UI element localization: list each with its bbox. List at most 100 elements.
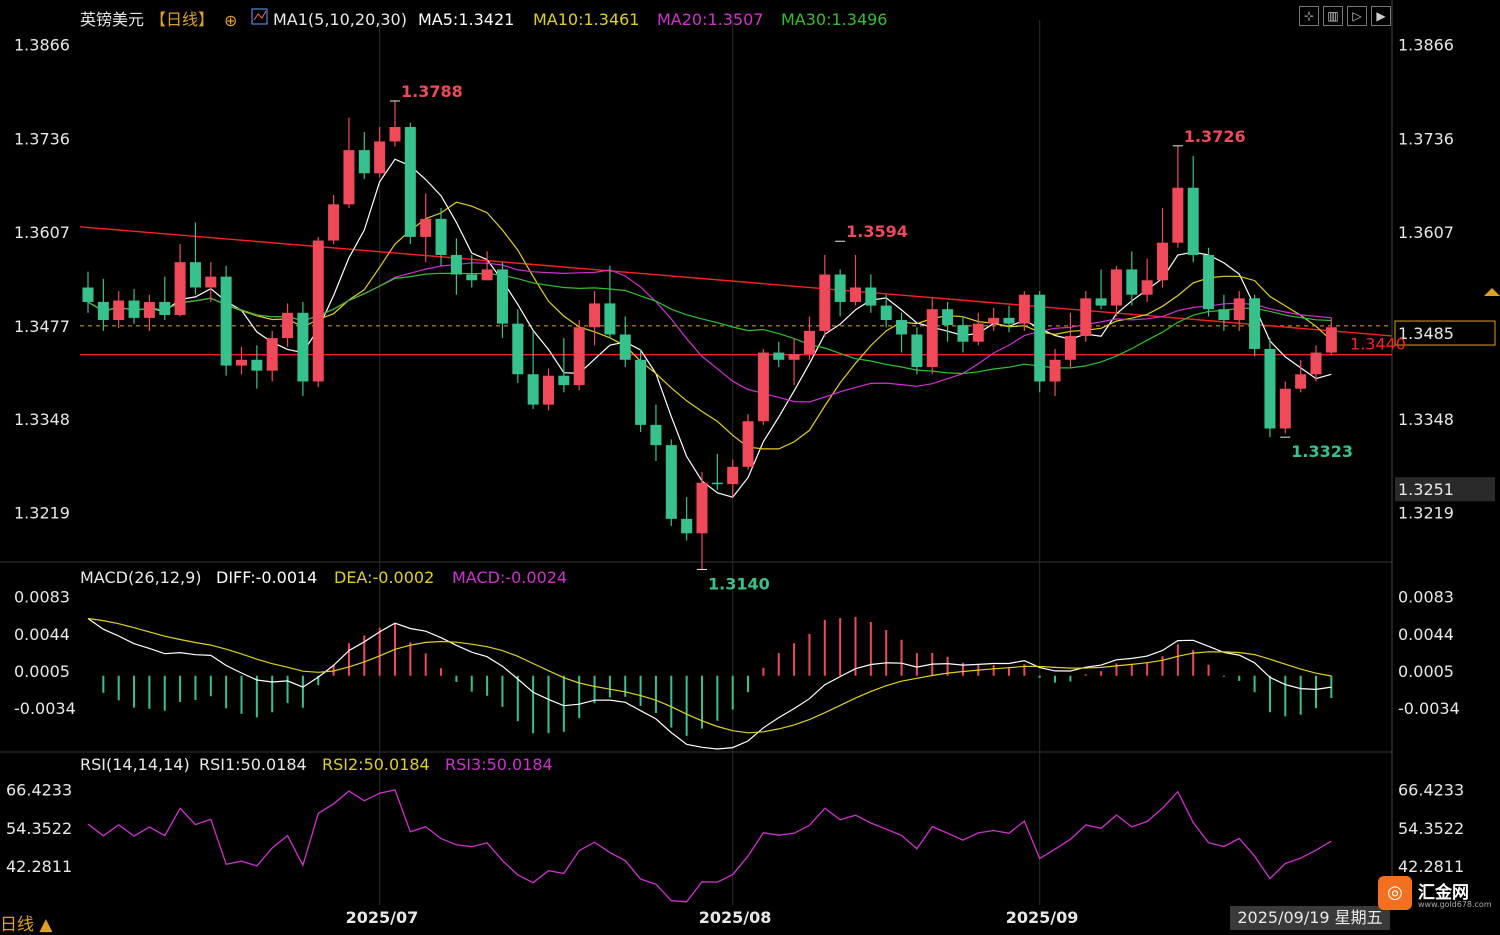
y-tick-label-left: 1.3348 bbox=[14, 410, 70, 429]
candle-body[interactable] bbox=[512, 323, 524, 375]
candle-body[interactable] bbox=[282, 312, 294, 339]
candle-body[interactable] bbox=[665, 445, 677, 519]
candle-body[interactable] bbox=[266, 338, 278, 371]
fullscreen-icon[interactable]: ⊹ bbox=[1299, 6, 1319, 26]
trend-line[interactable] bbox=[79, 226, 1393, 337]
candle-body[interactable] bbox=[189, 262, 201, 288]
candle-body[interactable] bbox=[450, 254, 462, 275]
candle-body[interactable] bbox=[650, 424, 662, 446]
candle-body[interactable] bbox=[1218, 309, 1230, 321]
candle-body[interactable] bbox=[481, 269, 493, 281]
macd-title: MACD(26,12,9) bbox=[80, 568, 202, 587]
candle-body[interactable] bbox=[957, 325, 969, 342]
candle-body[interactable] bbox=[297, 312, 309, 382]
candle-body[interactable] bbox=[1126, 269, 1138, 295]
candle-body[interactable] bbox=[926, 309, 938, 368]
candle-body[interactable] bbox=[205, 276, 217, 288]
candle-body[interactable] bbox=[312, 240, 324, 382]
candle-body[interactable] bbox=[558, 375, 570, 386]
candle-body[interactable] bbox=[757, 352, 769, 422]
candle-body[interactable] bbox=[880, 305, 892, 321]
candle-body[interactable] bbox=[1279, 388, 1291, 429]
candle-body[interactable] bbox=[1187, 187, 1199, 255]
candle-body[interactable] bbox=[374, 141, 386, 174]
circle-plus-icon[interactable]: ⊕ bbox=[224, 11, 237, 30]
play-icon[interactable]: ▷ bbox=[1347, 6, 1367, 26]
candle-body[interactable] bbox=[773, 352, 785, 360]
candle-body[interactable] bbox=[251, 359, 263, 371]
candle-body[interactable] bbox=[1249, 298, 1261, 349]
candle-body[interactable] bbox=[113, 300, 125, 321]
candle-body[interactable] bbox=[97, 301, 109, 321]
candle-body[interactable] bbox=[358, 150, 370, 174]
candle-body[interactable] bbox=[1064, 335, 1076, 360]
candle-body[interactable] bbox=[696, 482, 708, 534]
candle-body[interactable] bbox=[466, 274, 478, 281]
candle-body[interactable] bbox=[404, 127, 416, 237]
candle-body[interactable] bbox=[1049, 359, 1061, 382]
candle-body[interactable] bbox=[527, 374, 539, 405]
period-label[interactable]: 【日线】 bbox=[150, 10, 214, 29]
candle-body[interactable] bbox=[220, 276, 232, 366]
candle-body[interactable] bbox=[128, 300, 140, 318]
candle-body[interactable] bbox=[988, 317, 1000, 324]
candle-body[interactable] bbox=[435, 218, 447, 255]
candle-body[interactable] bbox=[174, 262, 186, 315]
rsi1-label: RSI1:50.0184 bbox=[199, 755, 307, 774]
layout-icon[interactable]: ▥ bbox=[1323, 6, 1343, 26]
candle-body[interactable] bbox=[635, 359, 647, 425]
candle-body[interactable] bbox=[589, 303, 601, 328]
candle-body[interactable] bbox=[834, 274, 846, 302]
x-tick-label: 2025/09 bbox=[1006, 908, 1079, 927]
candle-body[interactable] bbox=[1203, 254, 1215, 310]
candle-body[interactable] bbox=[1003, 317, 1015, 324]
candle-body[interactable] bbox=[1080, 298, 1092, 336]
candle-body[interactable] bbox=[850, 287, 861, 302]
candle-body[interactable] bbox=[1172, 187, 1184, 243]
candle-body[interactable] bbox=[420, 218, 432, 237]
candle-body[interactable] bbox=[236, 359, 247, 366]
candle-body[interactable] bbox=[1295, 374, 1307, 389]
candle-body[interactable] bbox=[604, 303, 616, 335]
candle-body[interactable] bbox=[742, 421, 754, 467]
candle-body[interactable] bbox=[496, 269, 508, 324]
candle-body[interactable] bbox=[803, 330, 815, 355]
candle-body[interactable] bbox=[82, 287, 94, 302]
candle-body[interactable] bbox=[159, 301, 171, 315]
candle-body[interactable] bbox=[972, 323, 984, 342]
last-price-tag bbox=[1394, 320, 1496, 346]
candle-body[interactable] bbox=[1095, 298, 1107, 306]
step-icon[interactable]: ▶ bbox=[1371, 6, 1391, 26]
candle-body[interactable] bbox=[328, 204, 340, 241]
candle-body[interactable] bbox=[1034, 294, 1046, 382]
candle-body[interactable] bbox=[1325, 327, 1337, 353]
candle-body[interactable] bbox=[619, 334, 631, 360]
ma30-line bbox=[87, 272, 1332, 375]
candle-body[interactable] bbox=[343, 150, 355, 205]
period-switch[interactable]: 日线 ▲ bbox=[0, 915, 53, 935]
candle-body[interactable] bbox=[143, 301, 155, 318]
candle-body[interactable] bbox=[389, 127, 401, 142]
candle-body[interactable] bbox=[1018, 294, 1030, 324]
candle-body[interactable] bbox=[788, 354, 800, 360]
candle-body[interactable] bbox=[1110, 269, 1122, 306]
candle-body[interactable] bbox=[711, 482, 723, 485]
candle-body[interactable] bbox=[865, 287, 877, 306]
candle-body[interactable] bbox=[727, 466, 739, 485]
candle-body[interactable] bbox=[681, 518, 693, 534]
candle-body[interactable] bbox=[911, 334, 923, 368]
candle-body[interactable] bbox=[942, 309, 954, 326]
candle-body[interactable] bbox=[1264, 348, 1276, 429]
candle-body[interactable] bbox=[1157, 242, 1168, 281]
candle-body[interactable] bbox=[1310, 352, 1322, 375]
candle-body[interactable] bbox=[896, 320, 908, 335]
candle-body[interactable] bbox=[1233, 298, 1245, 321]
extreme-label: 1.3726 bbox=[1184, 127, 1246, 146]
rsi-title: RSI(14,14,14) bbox=[80, 755, 190, 774]
candle-body[interactable] bbox=[543, 375, 554, 405]
ma-chart-icon[interactable] bbox=[251, 8, 268, 25]
candle-body[interactable] bbox=[1141, 280, 1153, 295]
candle-body[interactable] bbox=[819, 274, 831, 331]
candle-body[interactable] bbox=[573, 327, 585, 386]
